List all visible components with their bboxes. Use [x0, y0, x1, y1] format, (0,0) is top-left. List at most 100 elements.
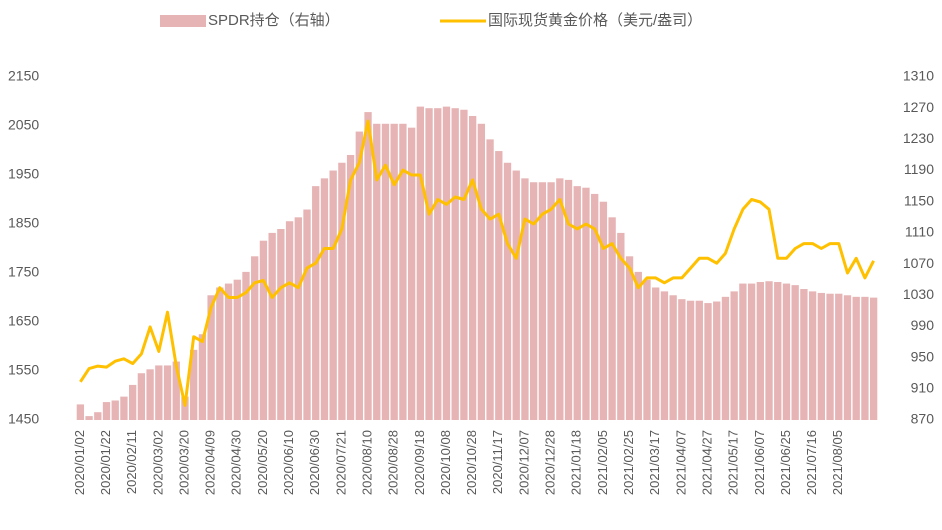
x-tick-label: 2020/06/10 — [281, 430, 296, 495]
line — [79, 119, 875, 407]
y2-tick-label: 1270 — [903, 99, 934, 115]
bar — [442, 106, 451, 420]
x-tick-label: 2021/06/07 — [752, 430, 767, 495]
bar — [521, 178, 529, 420]
y2-tick-label: 1190 — [904, 161, 934, 177]
bar — [129, 384, 137, 420]
bar — [155, 365, 163, 420]
bar — [503, 162, 512, 420]
bar — [704, 303, 712, 420]
bar — [852, 296, 860, 420]
y-tick-label: 1850 — [8, 215, 39, 231]
bar — [564, 179, 573, 420]
bar — [608, 217, 616, 420]
bar — [259, 240, 268, 420]
bar — [861, 296, 869, 420]
bar — [721, 296, 730, 420]
legend-swatch — [160, 15, 206, 27]
bar — [346, 154, 355, 421]
bar — [843, 295, 852, 420]
x-tick-label: 2020/09/18 — [412, 430, 427, 495]
bar — [102, 402, 111, 420]
bar — [190, 349, 198, 420]
x-tick-label: 2020/05/20 — [255, 430, 270, 495]
bar — [591, 193, 599, 420]
y2-tick-label: 870 — [911, 411, 935, 427]
bar — [625, 256, 634, 420]
y2-tick-label: 1110 — [905, 224, 934, 240]
bar — [338, 162, 346, 420]
bar — [172, 361, 180, 420]
bar — [747, 283, 756, 420]
x-tick-label: 2020/01/22 — [98, 430, 113, 495]
x-tick-label: 2021/02/05 — [595, 430, 610, 495]
bar — [468, 115, 477, 421]
x-tick-label: 2020/03/20 — [176, 430, 191, 495]
y2-tick-label: 1310 — [903, 68, 934, 84]
bar — [163, 365, 172, 420]
bar — [530, 182, 538, 420]
bar — [695, 300, 703, 420]
bar — [617, 232, 625, 420]
bar — [407, 127, 416, 420]
bar — [303, 209, 311, 420]
x-tick-label: 2021/03/17 — [647, 430, 662, 495]
bar — [181, 396, 189, 420]
bar — [94, 412, 102, 420]
bar — [817, 292, 825, 420]
bar — [224, 283, 233, 420]
bar — [399, 123, 407, 420]
bar — [320, 178, 329, 420]
bar — [678, 299, 686, 420]
bar — [800, 289, 808, 420]
bar — [477, 123, 486, 420]
bar — [643, 279, 651, 420]
x-tick-label: 2021/02/25 — [621, 430, 636, 495]
bar — [277, 229, 285, 420]
bar — [791, 285, 799, 420]
bar — [198, 334, 207, 420]
y-tick-label: 1450 — [8, 411, 39, 427]
bar — [782, 283, 791, 420]
x-tick-label: 2020/04/30 — [229, 430, 244, 495]
bar — [573, 186, 581, 420]
bar — [416, 106, 424, 420]
bar — [869, 297, 878, 420]
bar — [329, 170, 337, 420]
bar — [739, 283, 747, 420]
bar — [634, 271, 642, 420]
x-tick-label: 2021/07/16 — [804, 430, 819, 495]
bar — [268, 232, 276, 420]
x-tick-label: 2020/10/28 — [464, 430, 479, 495]
y-tick-label: 1950 — [8, 166, 39, 182]
y2-tick-label: 1030 — [903, 286, 934, 302]
bar — [76, 404, 85, 420]
y-tick-label: 1550 — [8, 362, 39, 378]
bar — [120, 396, 128, 420]
bar — [652, 287, 660, 420]
x-tick-label: 2021/05/17 — [726, 430, 741, 495]
bar — [547, 182, 555, 420]
bar — [355, 131, 363, 420]
bar — [512, 170, 520, 420]
bar — [538, 182, 547, 420]
x-tick-label: 2021/06/25 — [778, 430, 793, 495]
legend-label: 国际现货黄金价格（美元/盎司） — [488, 12, 702, 29]
bar — [425, 108, 433, 420]
y-tick-label: 2050 — [8, 117, 39, 133]
x-tick-label: 2020/12/28 — [543, 430, 558, 495]
bar — [808, 291, 817, 420]
x-tick-label: 2020/01/02 — [72, 430, 87, 495]
x-tick-label: 2020/02/11 — [124, 430, 139, 494]
legend-label: SPDR持仓（右轴） — [208, 12, 340, 29]
bar — [756, 282, 764, 420]
y2-tick-label: 950 — [911, 348, 935, 364]
bar — [599, 201, 608, 420]
bar — [364, 112, 372, 421]
x-tick-label: 2020/08/10 — [359, 430, 374, 495]
x-tick-label: 2020/03/02 — [150, 430, 165, 495]
bar — [111, 400, 119, 420]
y2-tick-label: 910 — [911, 380, 935, 396]
x-tick-label: 2020/11/17 — [490, 430, 505, 494]
bar — [669, 295, 677, 420]
